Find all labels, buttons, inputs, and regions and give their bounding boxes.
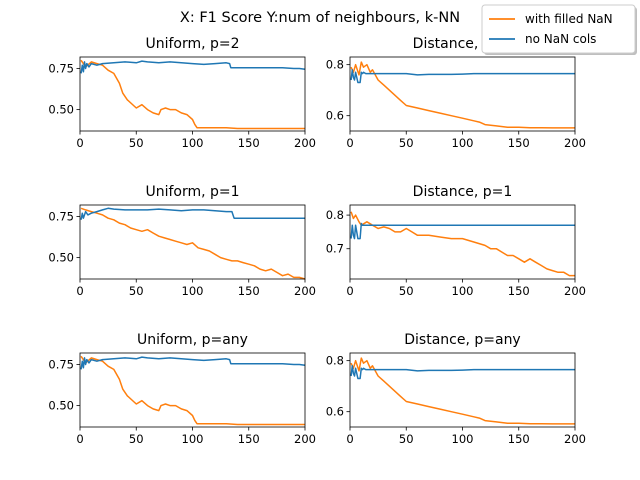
x-tick-label: 50 xyxy=(399,284,414,298)
series-line-with-filled-nan xyxy=(350,61,575,129)
x-tick-label: 200 xyxy=(564,136,586,150)
x-tick-label: 150 xyxy=(238,284,260,298)
y-tick-label: 0.75 xyxy=(48,210,74,224)
series-line-no-nan-cols xyxy=(80,207,305,220)
x-tick-label: 200 xyxy=(294,136,316,150)
subplot-5: Uniform, p=any 0 50 100 150 200 0.50 0.75 xyxy=(48,332,316,446)
series-line-no-nan-cols xyxy=(80,60,306,74)
subplot-grid: Uniform, p=2 0 50 100 150 200 0.50 0.75 Distance… xyxy=(48,36,586,446)
x-tick-label: 100 xyxy=(452,136,474,150)
x-tick-label: 100 xyxy=(182,136,204,150)
legend-label: no NaN cols xyxy=(525,32,596,46)
x-tick-label: 100 xyxy=(182,284,204,298)
x-tick-label: 0 xyxy=(346,136,353,150)
subplot-3: Uniform, p=1 0 50 100 150 200 0.50 0.75 xyxy=(48,184,316,298)
x-tick-label: 50 xyxy=(129,284,144,298)
x-tick-label: 50 xyxy=(399,432,414,446)
subplot-title: Distance, p=1 xyxy=(413,184,513,200)
y-tick-label: 0.50 xyxy=(48,251,74,265)
series-line-with-filled-nan xyxy=(80,59,305,130)
axes-frame xyxy=(349,56,576,132)
subplot-1: Uniform, p=2 0 50 100 150 200 0.50 0.75 xyxy=(48,36,316,150)
y-tick-label: 0.8 xyxy=(326,208,344,222)
subplot-title: Uniform, p=any xyxy=(137,332,248,348)
x-tick-label: 50 xyxy=(129,136,144,150)
subplot-title: Distance, p=any xyxy=(404,332,520,348)
subplot-6: Distance, p=any 0 50 100 150 200 0.6 0.8 xyxy=(326,332,586,446)
x-tick-label: 150 xyxy=(508,284,530,298)
series-line-with-filled-nan xyxy=(80,355,305,426)
y-tick-label: 0.8 xyxy=(326,58,344,72)
y-tick-label: 0.6 xyxy=(326,109,344,123)
legend: with filled NaN no NaN cols xyxy=(481,4,637,55)
x-tick-label: 50 xyxy=(129,432,144,446)
y-tick-label: 0.6 xyxy=(326,405,344,419)
legend-label: with filled NaN xyxy=(525,12,613,26)
x-tick-label: 200 xyxy=(294,284,316,298)
y-tick-label: 0.75 xyxy=(48,62,74,76)
x-tick-label: 200 xyxy=(564,284,586,298)
x-tick-label: 0 xyxy=(346,284,353,298)
series-line-with-filled-nan xyxy=(80,207,306,280)
figure-title: X: F1 Score Y:num of neighbours, k-NN xyxy=(180,10,460,26)
series-line-no-nan-cols xyxy=(350,222,575,240)
x-tick-label: 0 xyxy=(76,284,83,298)
x-tick-label: 200 xyxy=(564,432,586,446)
y-tick-label: 0.7 xyxy=(326,242,344,256)
subplot-title: Uniform, p=1 xyxy=(145,184,239,200)
x-tick-label: 100 xyxy=(182,432,204,446)
axes-frame xyxy=(79,204,306,280)
x-tick-label: 50 xyxy=(399,136,414,150)
series-line-with-filled-nan xyxy=(350,211,575,277)
y-tick-label: 0.50 xyxy=(48,103,74,117)
axes-frame xyxy=(349,204,576,280)
y-tick-label: 0.75 xyxy=(48,358,74,372)
legend-box xyxy=(481,4,636,54)
x-tick-label: 150 xyxy=(238,432,260,446)
x-tick-label: 150 xyxy=(508,136,530,150)
axes-frame xyxy=(349,352,576,428)
subplot-title: Uniform, p=2 xyxy=(145,36,239,52)
x-tick-label: 0 xyxy=(76,432,83,446)
y-tick-label: 0.8 xyxy=(326,354,344,368)
series-line-no-nan-cols xyxy=(350,69,575,84)
y-tick-label: 0.50 xyxy=(48,399,74,413)
x-tick-label: 100 xyxy=(452,432,474,446)
x-tick-label: 0 xyxy=(76,136,83,150)
x-tick-label: 150 xyxy=(508,432,530,446)
x-tick-label: 150 xyxy=(238,136,260,150)
series-line-with-filled-nan xyxy=(350,357,575,425)
series-line-no-nan-cols xyxy=(350,365,575,380)
subplot-4: Distance, p=1 0 50 100 150 200 0.7 0.8 xyxy=(326,184,586,298)
x-tick-label: 100 xyxy=(452,284,474,298)
series-line-no-nan-cols xyxy=(80,356,306,370)
x-tick-label: 200 xyxy=(294,432,316,446)
x-tick-label: 0 xyxy=(346,432,353,446)
